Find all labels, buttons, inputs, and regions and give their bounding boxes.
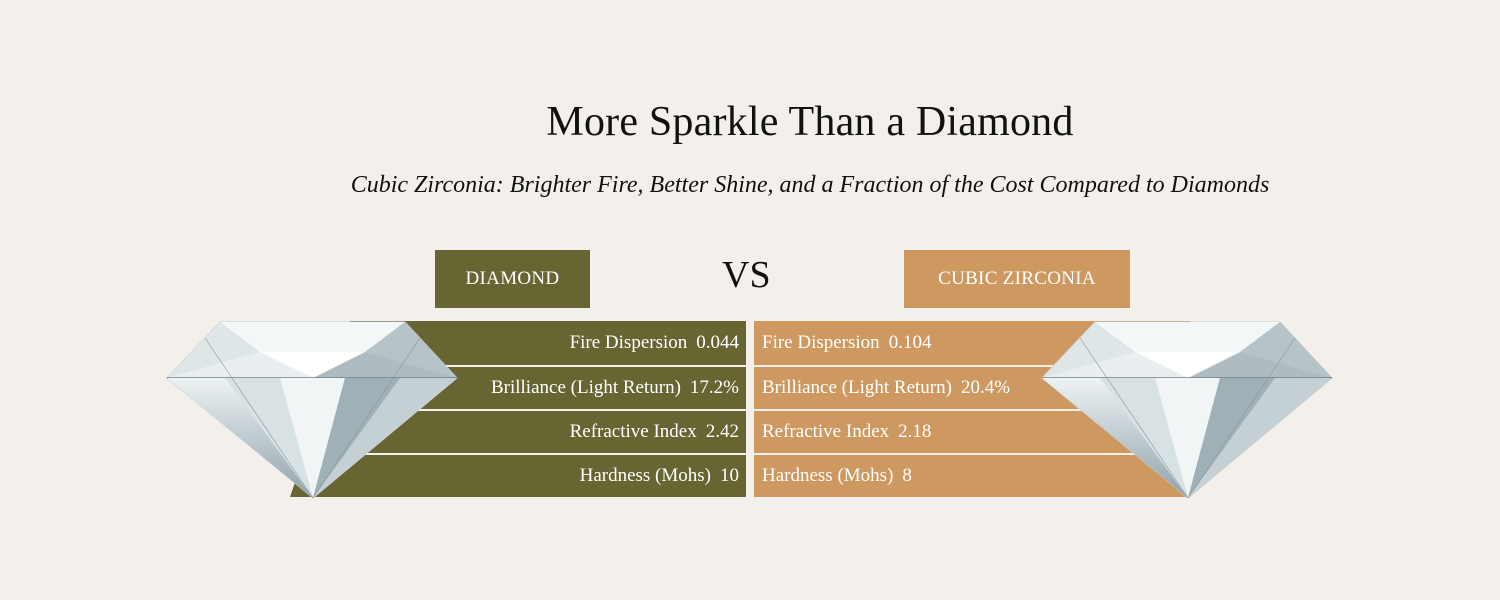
diamond-stats-panel: Fire Dispersion 0.044 Brilliance (Light …	[290, 321, 746, 497]
stat-value: 0.044	[696, 332, 739, 353]
page-subtitle: Cubic Zirconia: Brighter Fire, Better Sh…	[350, 172, 1270, 198]
diamond-stat-row: Fire Dispersion 0.044	[290, 321, 746, 365]
stat-metric: Brilliance (Light Return)	[490, 377, 681, 398]
diamond-stat-row: Hardness (Mohs) 10	[290, 453, 746, 497]
stat-value: 17.2%	[689, 377, 739, 398]
page-title: More Sparkle Than a Diamond	[546, 99, 1074, 145]
stat-value: 8	[902, 465, 912, 486]
cubic-zirconia-label: CUBIC ZIRCONIA	[904, 250, 1130, 308]
diamond-image	[166, 321, 458, 499]
stat-value: 2.42	[705, 421, 739, 442]
cz-stat-row: Hardness (Mohs) 8	[754, 453, 1190, 497]
stat-metric: Refractive Index	[762, 421, 890, 442]
cz-stat-row: Refractive Index 2.18	[754, 409, 1190, 453]
cz-stat-row: Fire Dispersion 0.104	[754, 321, 1190, 365]
stat-value: 20.4%	[960, 377, 1011, 398]
stat-metric: Fire Dispersion	[762, 332, 880, 353]
vs-label: VS	[722, 254, 771, 296]
stat-value: 10	[720, 465, 739, 486]
stat-metric: Hardness (Mohs)	[579, 465, 711, 486]
diamond-stat-row: Brilliance (Light Return) 17.2%	[290, 365, 746, 409]
diamond-stat-row: Refractive Index 2.42	[290, 409, 746, 453]
stat-value: 0.104	[888, 332, 932, 353]
stat-value: 2.18	[898, 421, 932, 442]
diamond-label: DIAMOND	[435, 250, 590, 308]
diamond-image	[1041, 321, 1333, 499]
cz-stat-row: Brilliance (Light Return) 20.4%	[754, 365, 1190, 409]
stat-metric: Brilliance (Light Return)	[762, 377, 952, 398]
stat-metric: Fire Dispersion	[569, 332, 688, 353]
stat-metric: Refractive Index	[569, 421, 697, 442]
stat-metric: Hardness (Mohs)	[762, 465, 894, 486]
